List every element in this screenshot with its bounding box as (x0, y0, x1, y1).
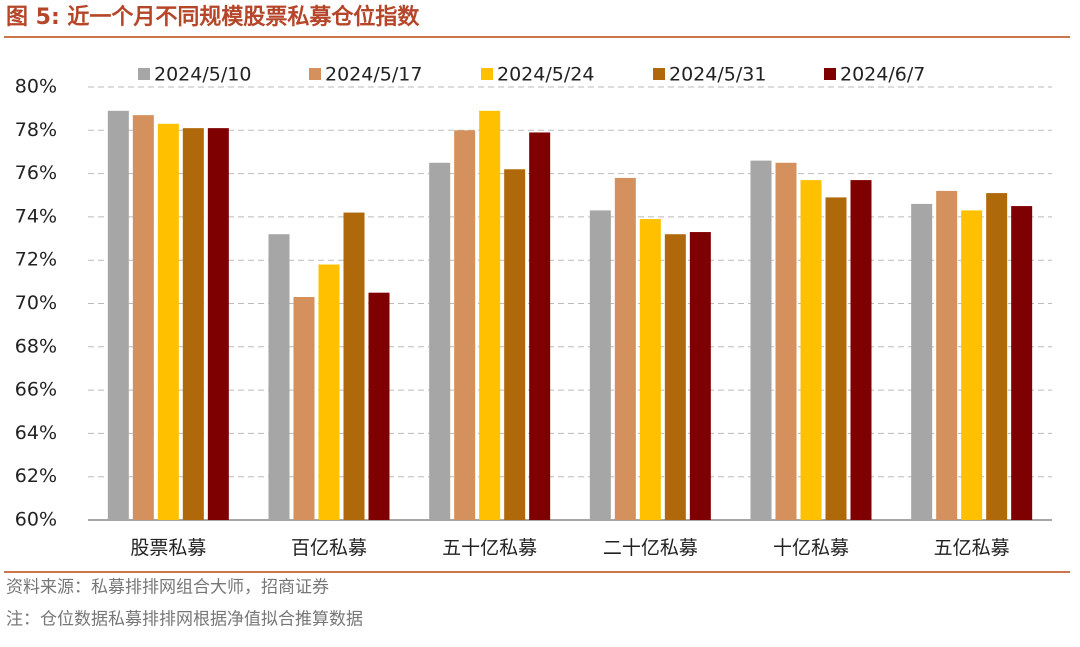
bar (689, 232, 711, 520)
bar (986, 193, 1008, 520)
bar (589, 210, 611, 520)
bar (429, 162, 451, 520)
bar (479, 110, 501, 520)
y-tick-label: 64% (15, 422, 57, 444)
legend-swatch (824, 68, 836, 80)
bar (961, 210, 983, 520)
legend-swatch (138, 68, 150, 80)
y-tick-label: 68% (15, 335, 57, 357)
bar (368, 292, 390, 520)
y-tick-label: 74% (15, 205, 57, 227)
y-tick-label: 62% (15, 465, 57, 487)
bar (504, 169, 526, 520)
bar (268, 234, 290, 520)
bar (825, 197, 847, 521)
legend-label: 2024/5/31 (669, 64, 766, 86)
bar (911, 203, 933, 520)
legend-label: 2024/5/10 (154, 64, 251, 86)
bar (936, 190, 958, 521)
source: 资料来源：私募排排网组合大师，招商证券 (6, 578, 329, 598)
bar (639, 219, 661, 520)
x-tick-label: 五亿私募 (934, 537, 1010, 559)
legend-swatch (309, 68, 321, 80)
bar (157, 123, 179, 521)
bar (800, 180, 822, 520)
bar (750, 160, 772, 521)
bar (1011, 206, 1033, 520)
y-tick-label: 80% (15, 76, 57, 98)
y-tick-label: 70% (15, 292, 57, 314)
y-tick-label: 60% (15, 509, 57, 531)
bar (614, 177, 636, 520)
y-tick-label: 72% (15, 249, 57, 271)
x-tick-label: 十亿私募 (773, 537, 849, 559)
chart-title: 图 5: 近一个月不同规模股票私募仓位指数 (6, 4, 420, 30)
x-tick-label: 二十亿私募 (603, 537, 698, 559)
legend-swatch (481, 68, 493, 80)
y-tick-label: 78% (15, 119, 57, 141)
bar (850, 180, 872, 520)
y-tick-label: 76% (15, 162, 57, 184)
x-tick-label: 百亿私募 (291, 537, 367, 559)
note: 注：仓位数据私募排排网根据净值拟合推算数据 (6, 610, 363, 630)
bar (343, 212, 365, 520)
bar (775, 162, 797, 520)
x-tick-label: 股票私募 (130, 537, 206, 559)
legend-label: 2024/6/7 (840, 64, 925, 86)
legend-swatch (653, 68, 665, 80)
bar (454, 130, 476, 521)
bar (664, 234, 686, 520)
bar (293, 297, 315, 520)
bar (107, 110, 129, 520)
x-tick-label: 五十亿私募 (442, 537, 537, 559)
bar (207, 128, 229, 520)
bar (132, 115, 154, 521)
y-tick-label: 66% (15, 379, 57, 401)
bar (529, 132, 551, 520)
bar (182, 128, 204, 520)
legend-label: 2024/5/17 (325, 64, 422, 86)
bar (318, 264, 340, 520)
legend-label: 2024/5/24 (497, 64, 594, 86)
